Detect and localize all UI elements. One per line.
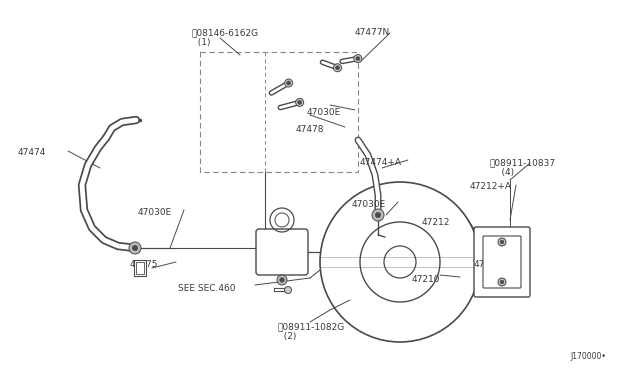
Text: 47474: 47474 xyxy=(18,148,46,157)
Circle shape xyxy=(335,66,339,70)
Text: Ⓞ08911-1082G
  (2): Ⓞ08911-1082G (2) xyxy=(278,322,345,341)
Circle shape xyxy=(280,278,284,282)
Text: 47211: 47211 xyxy=(474,260,502,269)
Text: Ⓝ08146-6162G
  (1): Ⓝ08146-6162G (1) xyxy=(192,28,259,47)
Circle shape xyxy=(356,57,360,61)
Bar xyxy=(134,260,146,276)
Bar xyxy=(200,52,358,172)
Circle shape xyxy=(129,242,141,254)
Circle shape xyxy=(285,286,291,294)
Circle shape xyxy=(500,240,504,244)
Bar xyxy=(136,262,144,274)
Text: 47478: 47478 xyxy=(296,125,324,134)
Circle shape xyxy=(498,238,506,246)
Circle shape xyxy=(333,64,342,72)
FancyBboxPatch shape xyxy=(474,227,530,297)
Text: 47210: 47210 xyxy=(412,275,440,284)
Text: 47030E: 47030E xyxy=(138,208,172,217)
Circle shape xyxy=(298,100,301,105)
Circle shape xyxy=(287,81,291,85)
Circle shape xyxy=(277,275,287,285)
Text: 47474+A: 47474+A xyxy=(360,158,402,167)
Circle shape xyxy=(498,278,506,286)
Text: 47477N: 47477N xyxy=(355,28,390,37)
Text: 47475: 47475 xyxy=(130,260,159,269)
Circle shape xyxy=(500,280,504,284)
Circle shape xyxy=(285,79,292,87)
Text: 47030E: 47030E xyxy=(307,108,341,117)
FancyBboxPatch shape xyxy=(483,236,521,288)
Circle shape xyxy=(375,212,381,218)
Circle shape xyxy=(296,99,303,106)
Text: 47212: 47212 xyxy=(422,218,451,227)
Circle shape xyxy=(132,245,138,251)
Text: 47212+A: 47212+A xyxy=(470,182,512,191)
Text: SEE SEC.460: SEE SEC.460 xyxy=(178,284,236,293)
Circle shape xyxy=(372,209,384,221)
Text: J170000•: J170000• xyxy=(570,352,606,361)
Text: Ⓞ08911-10837
    (4): Ⓞ08911-10837 (4) xyxy=(490,158,556,177)
Circle shape xyxy=(354,55,362,62)
Text: 47030E: 47030E xyxy=(352,200,387,209)
FancyBboxPatch shape xyxy=(256,229,308,275)
